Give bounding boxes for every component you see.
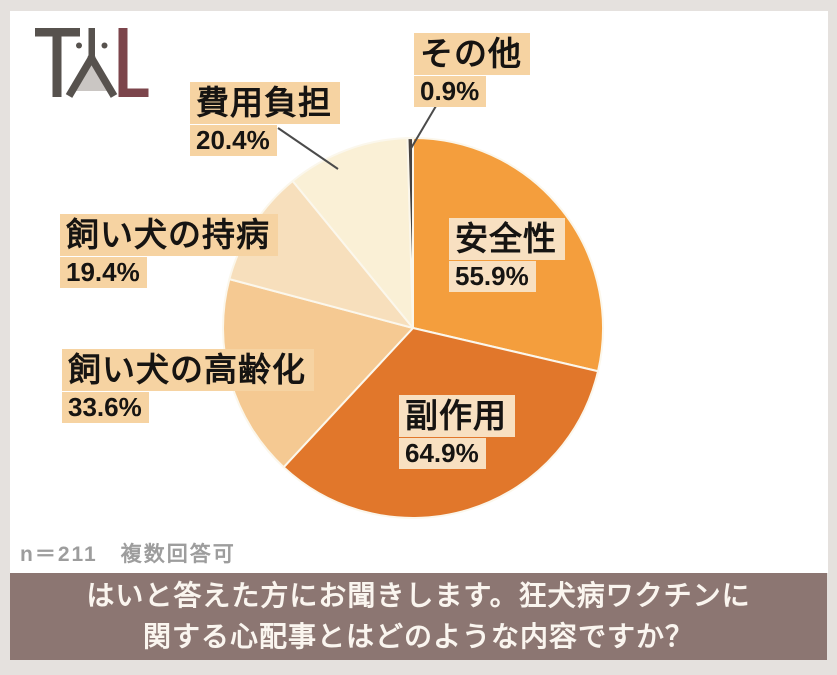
dog-muzzle-shape — [73, 64, 110, 91]
dog-nose-dot — [87, 54, 96, 62]
pie-label-safety: 安全性 55.9% — [449, 218, 565, 292]
dog-right-ear-stroke — [88, 56, 118, 98]
letter-t-stem — [52, 28, 62, 97]
pie-label-safety-title: 安全性 — [449, 218, 565, 260]
letter-l-foot — [118, 88, 149, 97]
question-banner-line-1: はいと答えた方にお聞きします。狂犬病ワクチンに — [86, 579, 751, 611]
pie-label-other-percent: 0.9% — [414, 76, 487, 107]
pie-label-dog-illness-title: 飼い犬の持病 — [60, 214, 278, 256]
tyl-dog-logo-icon — [35, 28, 149, 98]
pie-label-side-effects-title: 副作用 — [399, 395, 515, 437]
dog-right-eye-dot — [101, 42, 108, 49]
sample-size-note: n＝211 複数回答可 — [20, 543, 236, 566]
pie-label-cost-burden: 費用負担 20.4% — [190, 82, 340, 156]
pie-label-cost-burden-percent: 20.4% — [190, 125, 277, 156]
pie-label-dog-illness: 飼い犬の持病 19.4% — [60, 214, 278, 288]
pie-label-safety-percent: 55.9% — [449, 261, 536, 292]
pie-label-cost-burden-title: 費用負担 — [190, 82, 340, 124]
dog-left-eye-dot — [76, 42, 82, 49]
question-banner-line-2: 関する心配事とはどのような内容ですか？ — [142, 620, 694, 652]
pie-label-dog-aging: 飼い犬の高齢化 33.6% — [62, 349, 314, 423]
letter-l-stem — [118, 28, 128, 97]
dog-left-ear-stroke — [65, 56, 95, 98]
pie-label-other: その他 0.9% — [414, 33, 530, 107]
pie-label-side-effects-percent: 64.9% — [399, 438, 486, 469]
pie-label-dog-illness-percent: 19.4% — [60, 257, 147, 288]
pie-label-other-title: その他 — [414, 33, 530, 75]
question-banner: はいと答えた方にお聞きします。狂犬病ワクチンに 関する心配事とはどのような内容で… — [10, 573, 827, 660]
pie-label-side-effects: 副作用 64.9% — [399, 395, 515, 469]
pie-label-dog-aging-title: 飼い犬の高齢化 — [62, 349, 314, 391]
pie-label-dog-aging-percent: 33.6% — [62, 392, 149, 423]
dog-forehead-stem — [88, 28, 95, 59]
